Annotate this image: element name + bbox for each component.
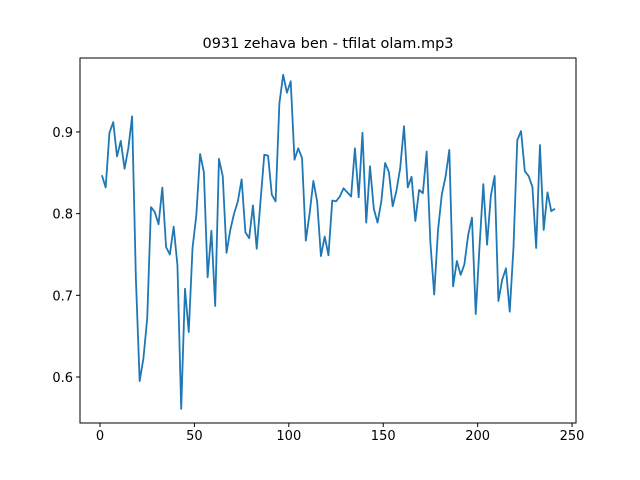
y-tick-label: 0.6 bbox=[52, 371, 73, 386]
x-tick-label: 0 bbox=[96, 429, 104, 444]
x-tick-label: 250 bbox=[560, 429, 585, 444]
plot-frame bbox=[79, 57, 577, 424]
y-tick-label: 0.7 bbox=[52, 289, 73, 304]
x-tick-label: 200 bbox=[465, 429, 490, 444]
y-tick-label: 0.9 bbox=[52, 126, 73, 141]
line bbox=[101, 73, 556, 410]
y-tick-label: 0.8 bbox=[52, 208, 73, 223]
x-tick-label: 50 bbox=[186, 429, 203, 444]
chart-title: 0931 zehava ben - tfilat olam.mp3 bbox=[202, 36, 453, 52]
x-tick-label: 150 bbox=[371, 429, 396, 444]
x-tick-label: 100 bbox=[276, 429, 301, 444]
